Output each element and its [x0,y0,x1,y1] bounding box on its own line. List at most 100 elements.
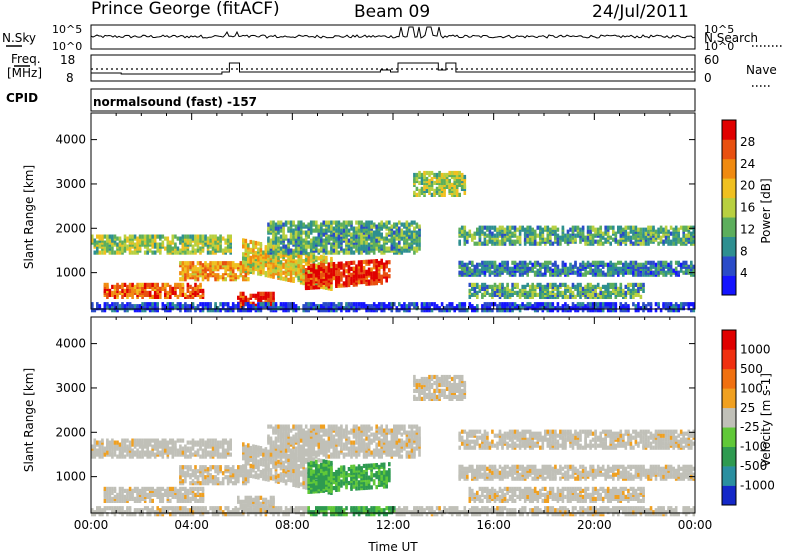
heatmap-cell [355,264,358,268]
heatmap-cell [599,273,602,277]
heatmap-cell [222,273,225,277]
heatmap-cell [245,257,248,261]
heatmap-cell [539,273,542,277]
heatmap-cell [544,302,547,306]
heatmap-cell [353,245,356,249]
heatmap-cell [627,263,630,267]
heatmap-cell [267,237,270,241]
heatmap-cell [318,233,321,237]
heatmap-cell [484,232,487,236]
heatmap-cell [320,283,323,287]
heatmap-cell [250,264,253,268]
heatmap-cell [370,281,373,285]
heatmap-cell [328,225,331,229]
heatmap-cell [348,221,351,225]
heatmap-cell [184,293,187,297]
heatmap-cell [189,465,192,469]
heatmap-cell [456,304,459,308]
heatmap-cell [474,242,477,246]
heatmap-cell [212,447,215,451]
heatmap-cell [542,285,545,289]
heatmap-cell [199,295,202,299]
heatmap-cell [257,302,260,306]
heatmap-cell [159,441,162,445]
heatmap-cell [453,181,456,185]
heatmap-cell [182,469,185,473]
heatmap-cell [172,235,175,239]
heatmap-cell [353,235,356,239]
heatmap-cell [151,439,154,443]
heatmap-cell [599,287,602,291]
heatmap-cell [544,261,547,265]
heatmap-cell [149,283,152,287]
heatmap-cell [212,261,215,265]
heatmap-cell [333,227,336,231]
heatmap-cell [111,247,114,251]
heatmap-cell [574,271,577,275]
heatmap-cell [156,495,159,499]
heatmap-cell [247,277,250,281]
heatmap-cell [169,285,172,289]
heatmap-cell [534,306,537,310]
heatmap-cell [388,260,391,264]
heatmap-cell [549,261,552,265]
heatmap-cell [219,302,222,306]
heatmap-cell [396,306,399,310]
heatmap-cell [514,302,517,306]
heatmap-cell [199,265,202,269]
heatmap-cell [464,183,467,187]
heatmap-cell [496,265,499,269]
heatmap-cell [104,447,107,451]
heatmap-cell [637,269,640,273]
heatmap-cell [187,465,190,469]
heatmap-cell [461,173,464,177]
heatmap-cell [393,239,396,243]
heatmap-cell [494,238,497,242]
heatmap-cell [645,271,648,275]
heatmap-cell [156,451,159,455]
heatmap-cell [285,302,288,306]
heatmap-cell [466,271,469,275]
heatmap-cell [350,227,353,231]
heatmap-cell [202,493,205,497]
heatmap-cell [559,291,562,295]
heatmap-cell [313,285,316,289]
heatmap-cell [537,293,540,297]
heatmap-cell [189,285,192,289]
heatmap-cell [557,269,560,273]
heatmap-cell [297,233,300,237]
heatmap-cell [224,449,227,453]
heatmap-cell [547,265,550,269]
heatmap-cell [182,487,185,491]
heatmap-cell [426,171,429,175]
heatmap-cell [151,487,154,491]
heatmap-cell [672,228,675,232]
heatmap-cell [242,238,245,242]
heatmap-cell [416,302,419,306]
heatmap-cell [194,275,197,279]
heatmap-cell [323,263,326,267]
heatmap-cell [192,495,195,499]
heatmap-cell [343,281,346,285]
heatmap-cell [323,249,326,253]
heatmap-cell [491,293,494,297]
heatmap-cell [214,465,217,469]
heatmap-cell [584,263,587,267]
heatmap-cell [287,278,290,282]
heatmap-cell [121,445,124,449]
heatmap-cell [662,228,665,232]
heatmap-cell [222,261,225,265]
heatmap-cell [109,251,112,255]
heatmap-cell [134,443,137,447]
heatmap-cell [441,193,444,197]
heatmap-cell [292,237,295,241]
heatmap-cell [129,455,132,459]
heatmap-cell [164,247,167,251]
heatmap-cell [207,477,210,481]
heatmap-cell [383,302,386,306]
heatmap-cell [174,487,177,491]
heatmap-cell [408,243,411,247]
heatmap-cell [209,239,212,243]
heatmap-cell [202,235,205,239]
